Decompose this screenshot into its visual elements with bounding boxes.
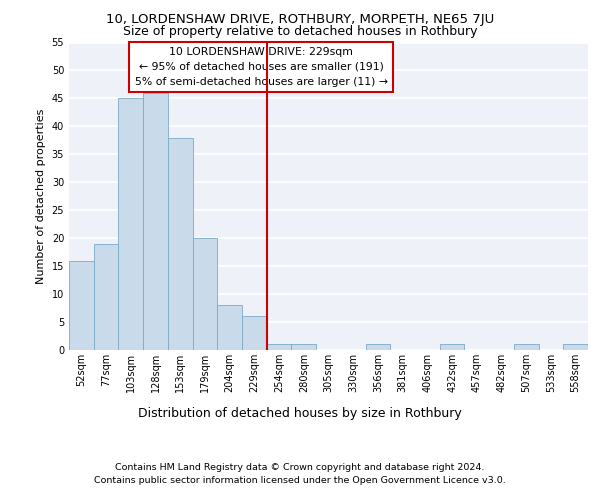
Text: 10, LORDENSHAW DRIVE, ROTHBURY, MORPETH, NE65 7JU: 10, LORDENSHAW DRIVE, ROTHBURY, MORPETH,… <box>106 12 494 26</box>
Bar <box>94 244 118 350</box>
Bar <box>267 344 292 350</box>
Y-axis label: Number of detached properties: Number of detached properties <box>36 108 46 284</box>
Bar <box>69 260 94 350</box>
Text: Contains public sector information licensed under the Open Government Licence v3: Contains public sector information licen… <box>94 476 506 485</box>
Text: Contains HM Land Registry data © Crown copyright and database right 2024.: Contains HM Land Registry data © Crown c… <box>115 464 485 472</box>
Text: Size of property relative to detached houses in Rothbury: Size of property relative to detached ho… <box>123 25 477 38</box>
Bar <box>514 344 539 350</box>
Bar <box>118 98 143 350</box>
Bar <box>193 238 217 350</box>
Bar <box>365 344 390 350</box>
Text: Distribution of detached houses by size in Rothbury: Distribution of detached houses by size … <box>138 408 462 420</box>
Bar <box>217 306 242 350</box>
Bar <box>168 138 193 350</box>
Bar <box>143 93 168 350</box>
Bar <box>563 344 588 350</box>
Bar <box>242 316 267 350</box>
Bar <box>292 344 316 350</box>
Bar <box>440 344 464 350</box>
Text: 10 LORDENSHAW DRIVE: 229sqm
← 95% of detached houses are smaller (191)
5% of sem: 10 LORDENSHAW DRIVE: 229sqm ← 95% of det… <box>134 47 388 86</box>
